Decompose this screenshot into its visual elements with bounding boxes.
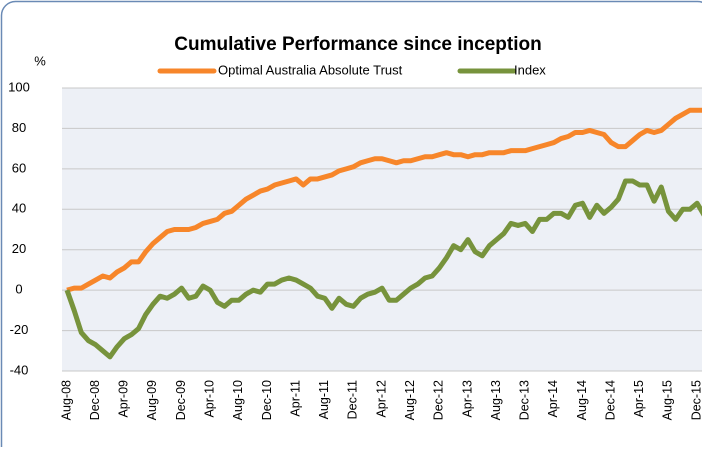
y-axis-label: %: [34, 53, 46, 68]
x-tick-label: Aug-13: [489, 380, 503, 420]
plot-area: [62, 88, 702, 371]
y-tick-label: 40: [12, 201, 26, 216]
y-tick-label: -20: [10, 322, 29, 337]
x-tick-label: Apr-11: [288, 380, 302, 417]
x-tick-label: Apr-13: [460, 380, 474, 418]
x-tick-label: Dec-09: [174, 380, 188, 420]
x-tick-label: Apr-10: [202, 380, 216, 418]
x-tick-label: Dec-11: [346, 380, 360, 419]
y-tick-label: 100: [8, 79, 30, 94]
x-tick-label: Aug-14: [575, 380, 589, 420]
x-tick-label: Dec-10: [260, 380, 274, 420]
x-tick-label: Apr-09: [117, 380, 131, 418]
legend-label: Index: [514, 62, 546, 77]
x-tick-label: Apr-14: [546, 380, 560, 418]
chart-title: Cumulative Performance since inception: [174, 34, 541, 55]
y-tick-label: 0: [15, 282, 22, 297]
x-tick-label: Aug-08: [59, 380, 73, 420]
x-tick-label: Aug-11: [317, 380, 331, 419]
y-tick-label: 80: [12, 120, 26, 135]
y-tick-label: 60: [12, 160, 26, 175]
x-tick-label: Apr-12: [374, 380, 388, 418]
x-tick-label: Aug-15: [661, 380, 675, 420]
x-tick-label: Dec-15: [689, 380, 702, 420]
x-tick-label: Aug-10: [231, 380, 245, 420]
y-tick-label: 20: [12, 241, 26, 256]
legend-label: Optimal Australia Absolute Trust: [218, 62, 403, 77]
x-tick-label: Dec-13: [518, 380, 532, 420]
y-tick-label: -40: [10, 362, 29, 377]
x-tick-label: Aug-12: [403, 380, 417, 420]
x-tick-label: Aug-09: [145, 380, 159, 420]
x-tick-label: Dec-08: [88, 380, 102, 420]
x-tick-label: Dec-14: [603, 380, 617, 420]
x-tick-label: Apr-15: [632, 380, 646, 418]
x-tick-label: Dec-12: [432, 380, 446, 420]
